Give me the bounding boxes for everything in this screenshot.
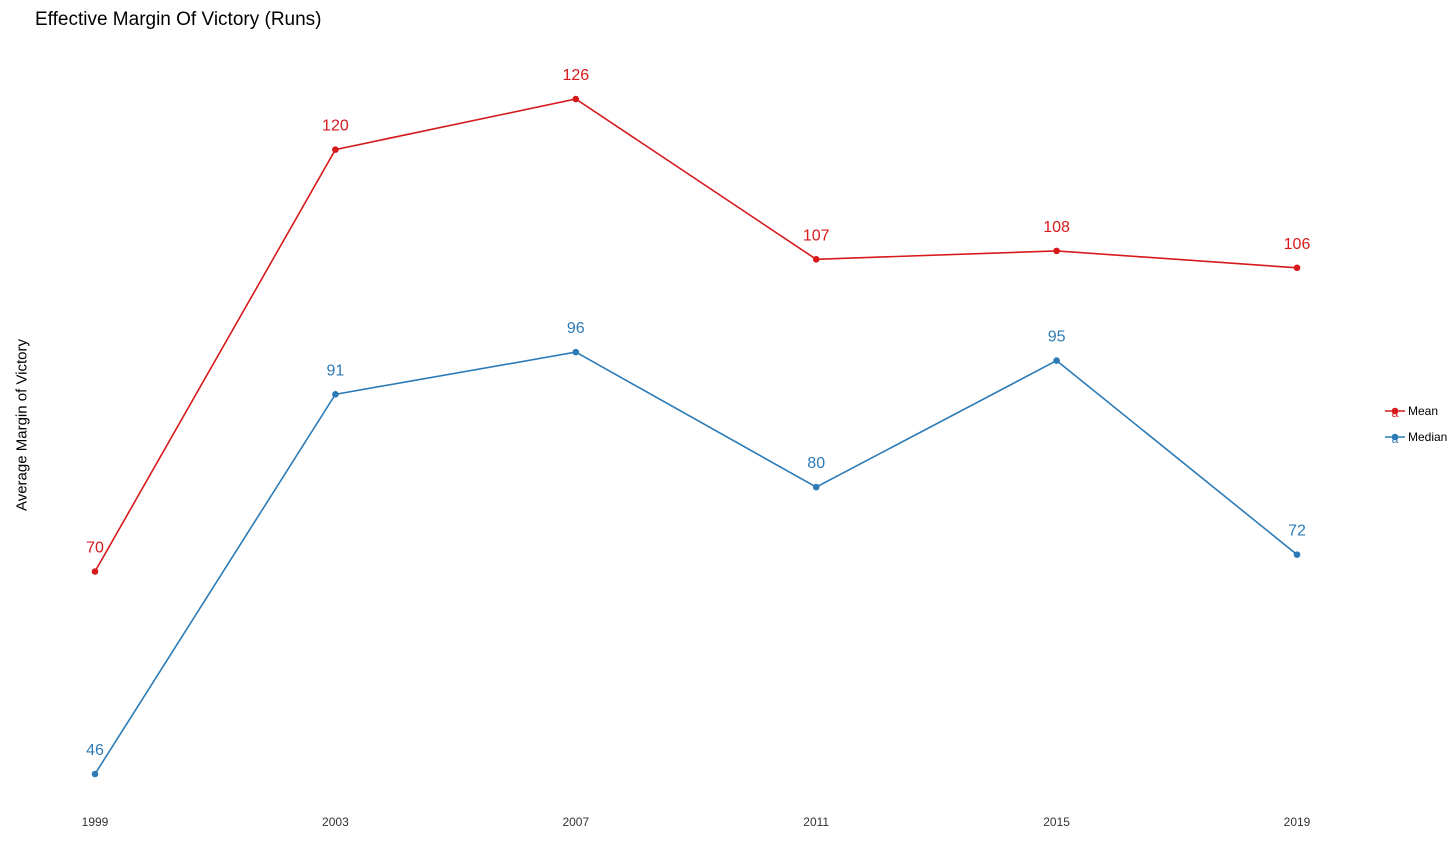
legend-label-median: Median bbox=[1408, 430, 1447, 444]
data-point-mean-2007 bbox=[572, 95, 580, 103]
legend-key-glyph-median: a bbox=[1392, 432, 1399, 446]
data-label-mean-2007: 126 bbox=[562, 67, 589, 84]
data-label-mean-2011: 107 bbox=[803, 227, 830, 244]
data-point-mean-2019 bbox=[1293, 264, 1301, 272]
data-label-mean-2003: 120 bbox=[322, 118, 349, 135]
x-tick-label-1999: 1999 bbox=[82, 815, 109, 829]
data-point-mean-1999 bbox=[91, 568, 99, 575]
legend-key-point-mean bbox=[1391, 407, 1399, 415]
x-axis-ticks: 1999 2003 2007 2011 2015 2019 bbox=[82, 815, 1311, 829]
x-tick-label-2019: 2019 bbox=[1284, 815, 1311, 829]
data-point-mean-2003 bbox=[332, 146, 339, 153]
series-lines-layer bbox=[94, 98, 1298, 775]
data-label-median-2003: 91 bbox=[327, 362, 345, 379]
data-point-median-1999 bbox=[91, 770, 99, 778]
legend-key-glyph-mean: a bbox=[1392, 406, 1399, 420]
data-point-median-2019 bbox=[1293, 551, 1301, 558]
data-label-mean-2015: 108 bbox=[1043, 219, 1070, 236]
data-label-median-2011: 80 bbox=[807, 455, 825, 472]
data-point-mean-2011 bbox=[812, 256, 820, 263]
data-labels-layer: 70 120 126 107 108 106 46 91 96 80 95 72 bbox=[86, 67, 1310, 759]
data-label-median-2019: 72 bbox=[1288, 523, 1306, 540]
series-line-mean bbox=[94, 98, 1298, 572]
x-tick-label-2003: 2003 bbox=[322, 815, 349, 829]
x-tick-label-2007: 2007 bbox=[562, 815, 589, 829]
data-point-median-2007 bbox=[572, 348, 580, 356]
data-label-median-2007: 96 bbox=[567, 320, 585, 337]
chart-title: Effective Margin Of Victory (Runs) bbox=[35, 9, 322, 30]
data-label-median-1999: 46 bbox=[86, 742, 104, 759]
data-points-layer bbox=[91, 95, 1301, 778]
data-point-median-2011 bbox=[812, 483, 820, 491]
series-line-median bbox=[94, 351, 1298, 775]
data-label-mean-1999: 70 bbox=[86, 540, 104, 557]
data-point-median-2015 bbox=[1053, 357, 1060, 364]
legend-key-point-median bbox=[1391, 433, 1399, 441]
data-point-mean-2015 bbox=[1053, 247, 1060, 255]
data-label-mean-2019: 106 bbox=[1284, 236, 1311, 253]
x-tick-label-2015: 2015 bbox=[1043, 815, 1070, 829]
legend-label-mean: Mean bbox=[1408, 404, 1438, 418]
x-tick-label-2011: 2011 bbox=[803, 815, 829, 829]
data-label-median-2015: 95 bbox=[1048, 329, 1066, 346]
data-point-median-2003 bbox=[332, 391, 339, 398]
